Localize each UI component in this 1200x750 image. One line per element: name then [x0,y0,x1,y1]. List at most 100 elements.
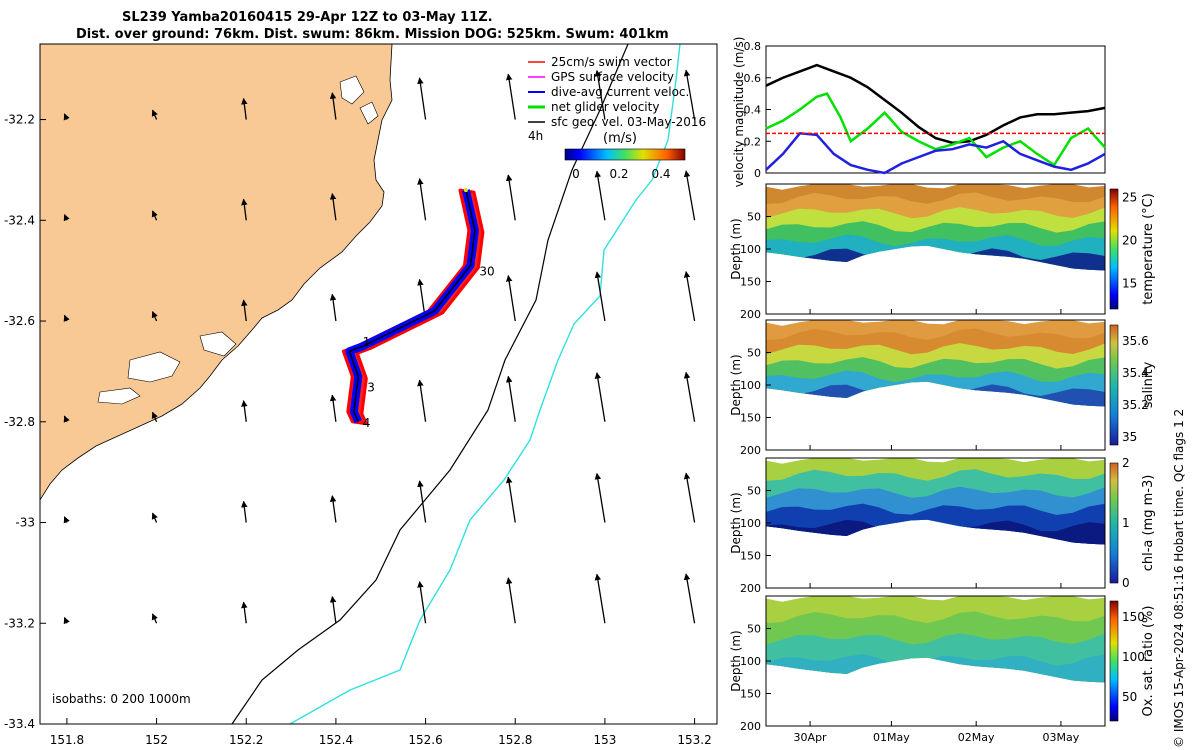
section-ytick-label: 150 [740,550,761,563]
map-frame [39,43,718,725]
section-ytick-label: 100 [740,655,761,668]
colorbar-tick: 0 [572,167,580,181]
map-legend: 25cm/s swim vector GPS surface velocity … [528,55,706,181]
section-ytick-label: 50 [747,347,761,360]
speed-colorbar [564,148,686,161]
isobath-200m [231,44,629,724]
track-day-label: 3 [367,381,375,395]
sfc-velocity-arrow [505,73,516,120]
sfc-velocity-arrow [505,174,516,221]
sfc-velocity-arrow [594,372,606,422]
sfc-velocity-arrow [329,595,337,624]
legend-label: 25cm/s swim vector [551,55,672,69]
velocity-ytick-label: 0.4 [744,104,762,117]
section-ytick-label: 50 [747,485,761,498]
lake [359,101,379,125]
sfc-velocity-arrow [329,192,337,221]
section-xtick-label: 02May [958,731,995,744]
map-xtick-label: 152.6 [408,733,442,747]
sfc-velocity-arrow [151,311,158,322]
section-panel-temperature: 50 100 150 200 Depth (m) 15 20 25 temperature (°… [729,183,1156,321]
map-ytick-label: -33.4 [4,717,35,731]
section-layer [766,633,1105,683]
velocity-series [765,63,1106,175]
section-ytick-label: 200 [740,582,761,595]
section-colorbar [1109,462,1119,584]
sfc-velocity-arrow [63,616,70,625]
sfc-velocity-arrow [241,198,248,221]
colorbar-label: salinity [1141,361,1156,408]
velocity-series-line [765,132,1106,175]
section-ytick-label: 100 [740,517,761,530]
track-map: 30 1 3 4 151.8 152 152.2 152.4 152.6 152.8 153 153… [4,43,718,747]
velocity-ytick-label: 0.8 [744,40,762,53]
section-data [766,458,1105,545]
section-data [766,596,1105,683]
glider-track: 30 1 3 4 [341,188,495,430]
title-line-2: Dist. over ground: 76km. Dist. swum: 86k… [76,27,669,42]
section-colorbar [1109,188,1119,310]
legend-item-current: dive-avg current veloc. [528,85,689,99]
section-ytick-label: 200 [740,720,761,733]
velocity-ylabel: velocity magnitude (m/s) [732,37,746,188]
sfc-velocity-arrow [241,500,248,523]
sfc-velocity-arrow [594,472,606,523]
land-mass [40,44,393,501]
colorbar-tick-label: 25 [1122,191,1137,205]
colorbar-tick-label: 35.6 [1122,334,1149,348]
sfc-velocity-arrow [594,271,606,322]
map-ytick-label: -33 [15,516,35,530]
sfc-velocity-arrows [63,69,696,625]
map-ytick-label: -32.4 [4,213,35,227]
colorbar-label: (m/s) [603,131,637,146]
sfc-velocity-arrow [417,379,427,422]
map-xtick-label: 152.4 [319,733,353,747]
interval-label: 4h [528,129,543,143]
map-ytick-label: -32.8 [4,415,35,429]
colorbar-tick-label: 50 [1122,690,1137,704]
sfc-velocity-arrow [594,573,606,624]
section-panel-salinity: 50 100 150 200 Depth (m) 35 35.2 35.4 35.6 salini… [729,319,1156,457]
lake [97,387,141,405]
sfc-velocity-arrow [683,271,696,322]
sfc-velocity-arrow [505,275,516,322]
colorbar-tick-label: 15 [1122,276,1137,290]
section-ytick-label: 200 [740,308,761,321]
map-xtick-label: 152.8 [498,733,532,747]
map-ytick-label: -32.6 [4,314,35,328]
section-ytick-label: 50 [747,211,761,224]
section-xtick-label: 01May [873,731,910,744]
map-xtick-label: 153 [593,733,616,747]
colorbar-label: temperature (°C) [1141,193,1156,305]
map-axis-ticks: 151.8 152 152.2 152.4 152.6 152.8 153 153.2 -32.… [4,113,712,747]
sfc-velocity-arrow [63,314,70,322]
track-day-label: 4 [363,416,371,430]
colorbar-tick: 0.4 [651,167,670,181]
track-day-label: 30 [479,265,494,279]
sfc-velocity-arrow [683,573,696,624]
velocity-series-line [765,92,1106,167]
legend-label: sfc geo. vel. 03-May-2016 [551,115,706,129]
section-ytick-label: 150 [740,688,761,701]
section-layer [766,234,1105,271]
legend-label: dive-avg current veloc. [551,85,689,99]
sfc-velocity-arrow [329,495,337,523]
sfc-velocity-arrow [151,109,158,120]
colorbar-label: chl-a (mg m-3) [1141,475,1156,572]
colorbar-label: Ox. sat. ratio (%) [1141,606,1156,717]
legend-label: GPS surface velocity [551,70,674,84]
section-layer [766,370,1105,407]
map-xtick-label: 151.8 [50,733,84,747]
section-panel-oxygen: 50 100 150 200 Depth (m) 30Apr 01May 02May 03May… [729,595,1156,744]
legend-item-sfc: sfc geo. vel. 03-May-2016 [528,115,706,129]
sfc-velocity-arrow [63,415,70,423]
sfc-velocity-arrow [63,516,70,524]
sfc-velocity-arrow [594,170,606,221]
sfc-velocity-arrow [329,293,337,322]
section-ytick-label: 150 [740,412,761,425]
colorbar-tick-label: 20 [1122,233,1137,247]
velocity-axis-ticks: 0 0.2 0.4 0.6 0.8 [744,40,771,180]
sfc-velocity-arrow [63,213,70,222]
section-panel-chla: 50 100 150 200 Depth (m) 0 1 2 chl-a (mg m-3) [729,456,1156,595]
sfc-velocity-arrow [417,77,427,120]
